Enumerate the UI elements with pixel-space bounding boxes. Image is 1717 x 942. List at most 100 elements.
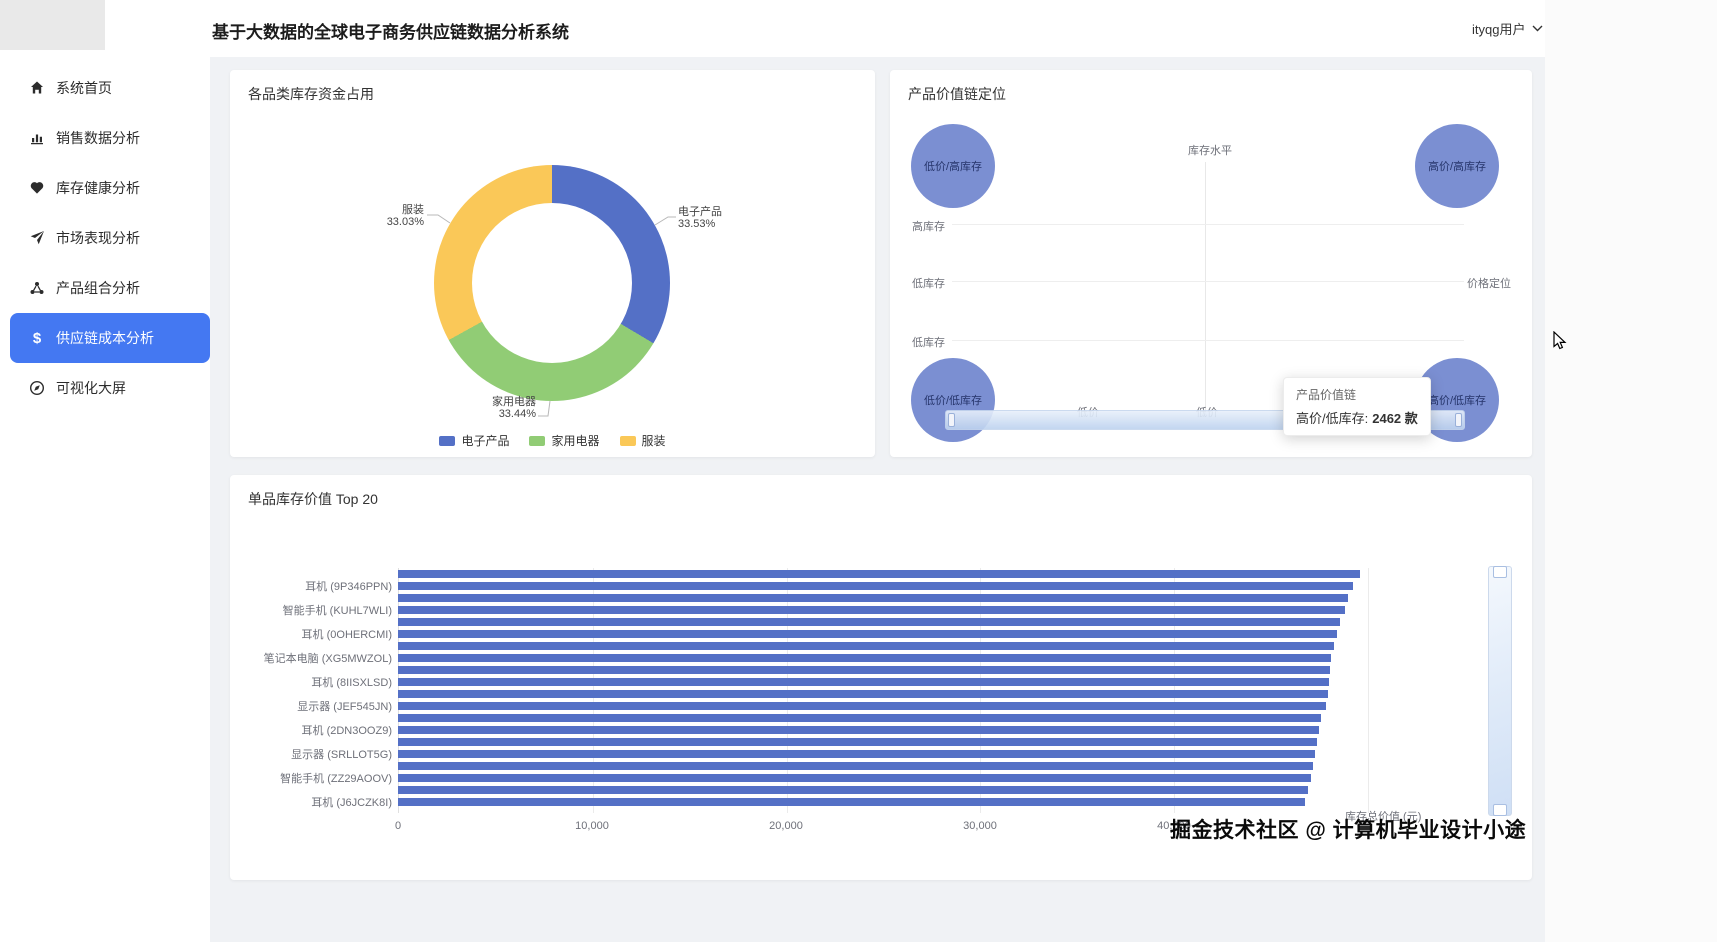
header: 基于大数据的全球电子商务供应链数据分析系统 ityqg用户 <box>0 0 1545 57</box>
tooltip-value: 2462 款 <box>1372 411 1418 426</box>
bar-track <box>398 570 1368 578</box>
bar <box>398 738 1317 746</box>
pie-label-name: 服装 <box>402 204 424 216</box>
bar <box>398 762 1313 770</box>
legend-label: 服装 <box>641 434 666 448</box>
value-chain-card: 产品价值链定位 库存水平 高库存 低库存 低库存 价格定位 低价 低价 低价/高… <box>890 70 1532 457</box>
tooltip-series: 高价/低库存: <box>1296 411 1369 426</box>
bar-track <box>398 606 1368 614</box>
bar-track <box>398 642 1368 650</box>
bar-track <box>398 618 1368 626</box>
bar-category-label: 智能手机 (KUHL7WLI) <box>282 605 392 617</box>
bar <box>398 642 1335 650</box>
sidebar-item-inventory-health[interactable]: 库存健康分析 <box>0 163 210 213</box>
mouse-cursor <box>1553 331 1567 350</box>
bar-track <box>398 798 1368 806</box>
legend-item-appliances[interactable]: 家用电器 <box>529 432 600 449</box>
bar-track <box>398 762 1368 770</box>
sidebar-item-label: 市场表现分析 <box>56 230 140 246</box>
chevron-down-icon <box>1532 25 1543 32</box>
bar-track <box>398 582 1368 590</box>
vertical-zoom-slider[interactable] <box>1488 566 1512 816</box>
portfolio-icon <box>28 279 46 297</box>
bar-category-label: 耳机 (9P346PPN) <box>305 581 392 593</box>
legend-item-electronics[interactable]: 电子产品 <box>439 432 509 449</box>
pie-legend: 电子产品 家用电器 服装 <box>230 432 875 449</box>
user-menu[interactable]: ityqg用户 <box>1472 19 1543 38</box>
bar <box>398 630 1337 638</box>
bar-category-label: 耳机 (8IISXLSD) <box>311 677 392 689</box>
bar-track <box>398 738 1368 746</box>
bar-row <box>230 568 1368 580</box>
legend-item-apparel[interactable]: 服装 <box>619 432 666 449</box>
y-tick-label: 低库存 <box>912 278 945 290</box>
bar-category-label: 耳机 (0OHERCMI) <box>301 629 392 641</box>
bar-row: 耳机 (9P346PPN) <box>230 580 1368 593</box>
bar <box>398 702 1327 710</box>
x-tick-label: 40,000 <box>1157 820 1191 832</box>
bar-category-label: 智能手机 (ZZ29AOOV) <box>280 773 392 785</box>
bar <box>398 786 1308 794</box>
sidebar: 系统首页 销售数据分析 库存健康分析 市场表现分析 产品组合分析 $ 供应链成本… <box>0 57 210 942</box>
bar <box>398 606 1345 614</box>
bar <box>398 690 1329 698</box>
bar-row <box>230 616 1368 628</box>
sidebar-item-market-performance[interactable]: 市场表现分析 <box>0 213 210 263</box>
bar <box>398 594 1348 602</box>
bar-track <box>398 654 1368 662</box>
bar-row <box>230 760 1368 772</box>
bubble-label: 高价/高库存 <box>1427 161 1487 173</box>
x-tick-label: 0 <box>394 820 402 832</box>
bar-category-label: 耳机 (J6JCZK8I) <box>311 797 392 809</box>
legend-swatch <box>619 435 636 446</box>
zoom-handle-bottom[interactable] <box>1493 804 1507 816</box>
bar <box>398 618 1340 626</box>
sidebar-item-sales-analysis[interactable]: 销售数据分析 <box>0 113 210 163</box>
bar-track <box>398 678 1368 686</box>
card-title: 各品类库存资金占用 <box>248 86 374 102</box>
zoom-handle-right[interactable] <box>1455 413 1462 427</box>
sidebar-item-label: 销售数据分析 <box>56 130 140 146</box>
legend-swatch <box>529 435 546 446</box>
bar <box>398 750 1315 758</box>
bar-category-label: 显示器 (JEF545JN) <box>297 701 392 713</box>
sidebar-item-product-portfolio[interactable]: 产品组合分析 <box>0 263 210 313</box>
sidebar-item-label: 供应链成本分析 <box>56 330 154 346</box>
zoom-handle-top[interactable] <box>1493 566 1507 578</box>
x-tick-label: 30,000 <box>963 820 997 832</box>
x-axis-name: 库存总价值 (元) <box>1345 811 1422 823</box>
sidebar-item-label: 可视化大屏 <box>56 380 126 396</box>
bar <box>398 714 1322 722</box>
y-tick-label: 低库存 <box>912 337 945 349</box>
bar-track <box>398 750 1368 758</box>
pie-label-name: 家用电器 <box>492 396 536 408</box>
bar-row <box>230 592 1368 604</box>
bar-track <box>398 690 1368 698</box>
zoom-handle-left[interactable] <box>948 413 955 427</box>
bar-row: 显示器 (JEF545JN) <box>230 700 1368 713</box>
bar-category-label: 耳机 (2DN3OOZ9) <box>301 725 392 737</box>
scatter-bubble-low-price-high-stock: 低价/高库存 <box>911 124 995 208</box>
sidebar-item-supply-chain-cost[interactable]: $ 供应链成本分析 <box>10 313 210 363</box>
pie-label-value: 33.53% <box>678 218 716 230</box>
sidebar-item-label: 产品组合分析 <box>56 280 140 296</box>
username: ityqg用户 <box>1472 22 1526 37</box>
bar-track <box>398 774 1368 782</box>
bar-category-label: 笔记本电脑 (XG5MWZOL) <box>263 653 392 665</box>
heart-icon <box>28 179 46 197</box>
main-content: 各品类库存资金占用 电子产品 33.53% 服装 33.03% 家用电器 33.… <box>210 57 1545 942</box>
sidebar-item-visualization-screen[interactable]: 可视化大屏 <box>0 363 210 413</box>
inventory-capital-card: 各品类库存资金占用 电子产品 33.53% 服装 33.03% 家用电器 33.… <box>230 70 875 457</box>
bar-track <box>398 666 1368 674</box>
legend-label: 电子产品 <box>461 434 510 448</box>
card-title: 单品库存价值 Top 20 <box>248 491 378 507</box>
pie-label-electronics: 电子产品 33.53% <box>678 206 722 230</box>
sidebar-item-label: 系统首页 <box>56 80 112 96</box>
bar-row: 智能手机 (KUHL7WLI) <box>230 604 1368 617</box>
bar-row: 智能手机 (ZZ29AOOV) <box>230 772 1368 785</box>
sidebar-item-home[interactable]: 系统首页 <box>0 63 210 113</box>
bar-row <box>230 784 1368 796</box>
pie-label-value: 33.44% <box>498 408 536 420</box>
bar-xticks: 0 10,000 20,000 30,000 40,000 <box>394 820 1368 834</box>
bar-row: 耳机 (0OHERCMI) <box>230 628 1368 641</box>
